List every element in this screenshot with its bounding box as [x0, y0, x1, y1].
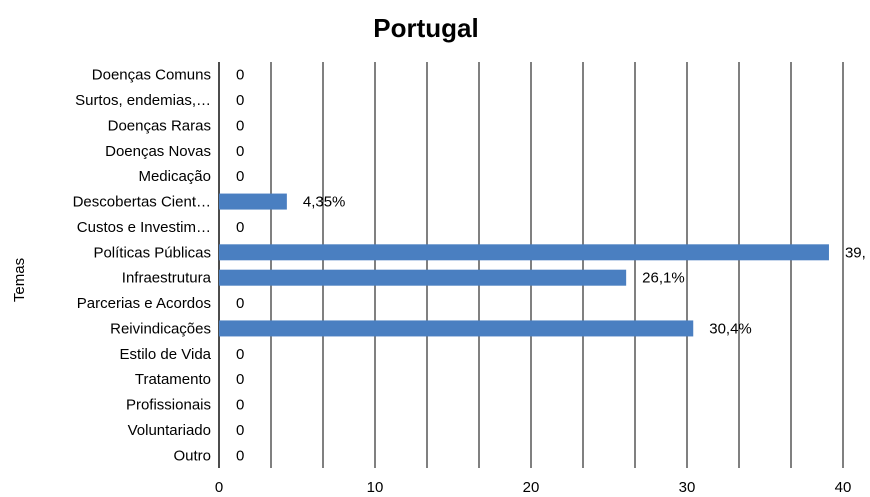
data-label: 0: [236, 219, 244, 236]
x-tick-label: 20: [523, 479, 540, 496]
category-label: Políticas Públicas: [93, 244, 211, 261]
data-label: 0: [236, 67, 244, 84]
bar: [219, 244, 829, 261]
gridlines: [218, 62, 844, 468]
data-label: 0: [236, 447, 244, 464]
category-label: Outro: [173, 447, 211, 464]
category-labels: Doenças Comuns Surtos, endemias,… Doenças …: [73, 67, 212, 465]
data-label: 30,4%: [709, 320, 752, 337]
category-label: Reivindicações: [110, 320, 211, 337]
x-tick-label: 10: [367, 479, 384, 496]
data-label: 0: [236, 117, 244, 134]
x-tick-labels: 0 10 20 30 40: [215, 479, 852, 496]
chart-title: Portugal: [373, 13, 478, 43]
x-tick-label: 0: [215, 479, 223, 496]
category-label: Surtos, endemias,…: [75, 92, 211, 109]
data-label: 0: [236, 397, 244, 414]
category-label: Estilo de Vida: [120, 346, 212, 363]
category-label: Doenças Comuns: [92, 67, 211, 84]
category-label: Infraestrutura: [122, 270, 212, 287]
data-label: 0: [236, 422, 244, 439]
data-label: 26,1%: [642, 270, 685, 287]
category-label: Tratamento: [135, 371, 211, 388]
bar: [219, 193, 287, 210]
x-tick-label: 30: [679, 479, 696, 496]
bar: [219, 269, 627, 286]
data-label: 0: [236, 143, 244, 160]
x-tick-label: 40: [835, 479, 852, 496]
category-label: Doenças Raras: [108, 117, 211, 134]
y-axis-label: Temas: [11, 258, 28, 302]
bar: [219, 320, 694, 337]
category-label: Profissionais: [126, 397, 211, 414]
category-label: Parcerias e Acordos: [77, 295, 211, 312]
data-label: 0: [236, 92, 244, 109]
data-label: 0: [236, 346, 244, 363]
category-label: Custos e Investim…: [77, 219, 211, 236]
category-label: Medicação: [138, 168, 211, 185]
data-label: 0: [236, 168, 244, 185]
category-label: Voluntariado: [128, 422, 211, 439]
bars: [219, 193, 829, 337]
data-label: 39,: [845, 244, 866, 261]
data-label: 0: [236, 295, 244, 312]
data-label: 4,35%: [303, 194, 346, 211]
data-labels: 0 0 0 0 0 4,35% 0 39, 26,1% 0 30,4% 0 0 0 0 0: [236, 67, 866, 465]
category-label: Descobertas Cient…: [73, 194, 211, 211]
category-label: Doenças Novas: [105, 143, 211, 160]
data-label: 0: [236, 371, 244, 388]
